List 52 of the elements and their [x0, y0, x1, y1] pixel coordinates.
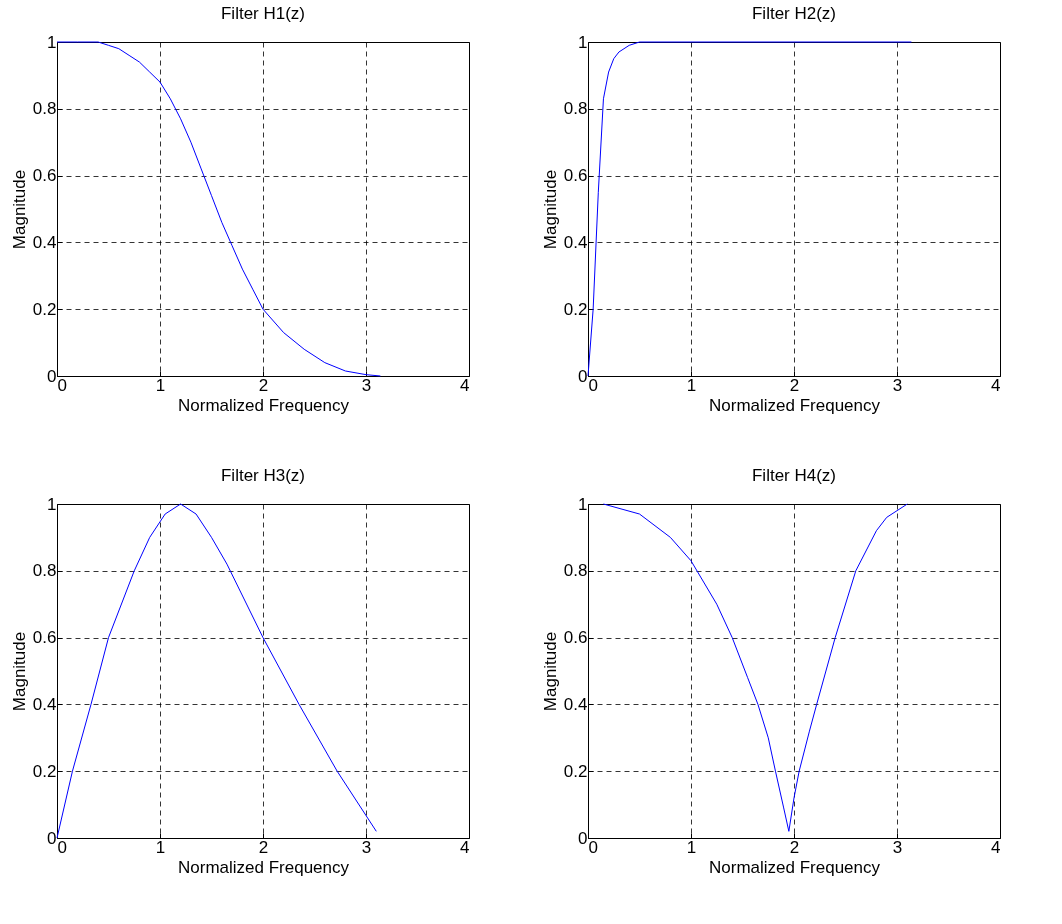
y-tick-label: 0.2 [32, 299, 57, 319]
y-axis-title: Magnitude [9, 631, 29, 712]
x-tick-label: 1 [155, 375, 166, 395]
x-tick-label: 4 [460, 375, 470, 395]
chart-title: Filter H2(z) [751, 4, 837, 23]
y-tick-label: 0.2 [563, 299, 588, 319]
y-axis-title: Magnitude [540, 169, 560, 250]
x-tick-label: 3 [892, 837, 903, 857]
x-axis-title: Normalized Frequency [177, 395, 350, 415]
x-tick-label: 2 [789, 837, 800, 857]
chart-title: Filter H4(z) [751, 466, 837, 485]
y-tick-label: 0.4 [32, 232, 57, 252]
y-axis-title: Magnitude [540, 631, 560, 712]
x-tick-label: 4 [991, 837, 1001, 857]
chart-title: Filter H1(z) [220, 4, 306, 23]
x-axis-title: Normalized Frequency [708, 395, 881, 415]
x-tick-label: 4 [460, 837, 470, 857]
y-tick-label: 1 [47, 32, 57, 52]
x-tick-label: 2 [258, 375, 269, 395]
y-tick-label: 0.4 [563, 694, 588, 714]
line-series [56, 503, 377, 839]
line-series [587, 41, 912, 377]
y-tick-label: 0.8 [32, 561, 57, 581]
x-tick-label: 3 [361, 375, 372, 395]
x-tick-label: 4 [991, 375, 1001, 395]
x-tick-label: 2 [789, 375, 800, 395]
y-tick-label: 1 [47, 494, 57, 514]
y-tick-label: 0.2 [32, 761, 57, 781]
y-tick-label: 0.8 [563, 561, 588, 581]
x-axis-title: Normalized Frequency [708, 857, 881, 877]
x-tick-label: 3 [892, 375, 903, 395]
y-axis-title: Magnitude [9, 169, 29, 250]
x-tick-label: 1 [686, 375, 697, 395]
y-tick-label: 0.8 [563, 99, 588, 119]
y-tick-label: 0.6 [563, 628, 588, 648]
y-tick-label: 0.8 [32, 99, 57, 119]
y-tick-label: 0.6 [32, 628, 57, 648]
y-tick-label: 1 [578, 494, 588, 514]
y-tick-label: 0.6 [563, 166, 588, 186]
y-tick-label: 0.6 [32, 166, 57, 186]
x-tick-label: 1 [686, 837, 697, 857]
y-tick-label: 0.4 [563, 232, 588, 252]
x-tick-label: 2 [258, 837, 269, 857]
x-axis-title: Normalized Frequency [177, 857, 350, 877]
chart-title: Filter H3(z) [220, 466, 306, 485]
line-series [602, 503, 908, 832]
y-tick-label: 0.4 [32, 694, 57, 714]
y-tick-label: 0.2 [563, 761, 588, 781]
x-tick-label: 1 [155, 837, 166, 857]
y-tick-label: 1 [578, 32, 588, 52]
line-series [56, 41, 381, 377]
x-tick-label: 3 [361, 837, 372, 857]
